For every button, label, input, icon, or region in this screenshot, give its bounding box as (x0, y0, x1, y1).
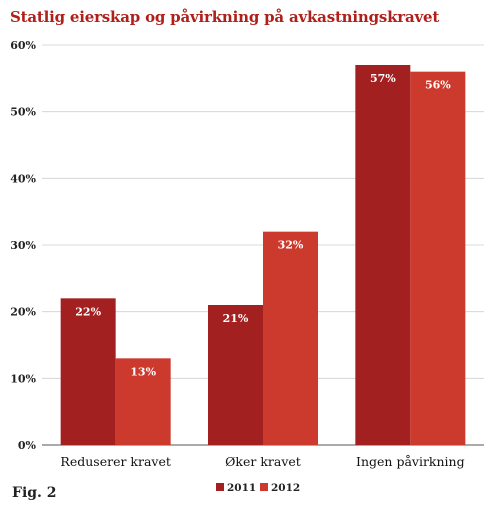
y-tick-label: 60% (10, 39, 36, 52)
legend-swatch-2011 (216, 483, 224, 491)
data-label: 57% (370, 72, 396, 85)
bars (60, 65, 466, 446)
y-tick-label: 40% (10, 172, 36, 185)
y-tick-label: 10% (10, 372, 36, 385)
y-tick-label: 20% (10, 306, 36, 319)
category-label: Ingen påvirkning (356, 454, 465, 469)
category-labels: Reduserer kravet Øker kravet Ingen påvirkn… (60, 454, 464, 469)
legend-label: 2011 (227, 482, 256, 494)
bar-2011 (60, 298, 116, 445)
data-label: 32% (278, 239, 304, 252)
y-tick-label: 30% (10, 239, 36, 252)
bar-2012 (115, 358, 171, 445)
chart-title: Statlig eierskap og påvirkning på avkast… (10, 8, 440, 26)
category-label: Reduserer kravet (60, 454, 170, 469)
data-labels: 22% 13% 21% 32% 57% 56% (75, 72, 451, 378)
data-label: 56% (425, 79, 451, 92)
category-label: Øker kravet (225, 454, 301, 469)
y-tick-label: 50% (10, 106, 36, 119)
bar-2012 (410, 71, 466, 446)
bar-2012 (263, 231, 318, 445)
y-tick-labels: 0% 10% 20% 30% 40% 50% 60% (10, 39, 36, 452)
data-label: 22% (75, 305, 101, 318)
bar-2011 (355, 65, 411, 445)
data-label: 13% (130, 365, 156, 378)
data-label: 21% (223, 312, 249, 325)
legend-label: 2012 (271, 482, 300, 494)
y-tick-label: 0% (18, 439, 37, 452)
legend-swatch-2012 (260, 483, 268, 491)
legend: 2011 2012 (216, 482, 300, 494)
figure-label: Fig. 2 (12, 485, 57, 501)
bar-2011 (208, 305, 263, 445)
